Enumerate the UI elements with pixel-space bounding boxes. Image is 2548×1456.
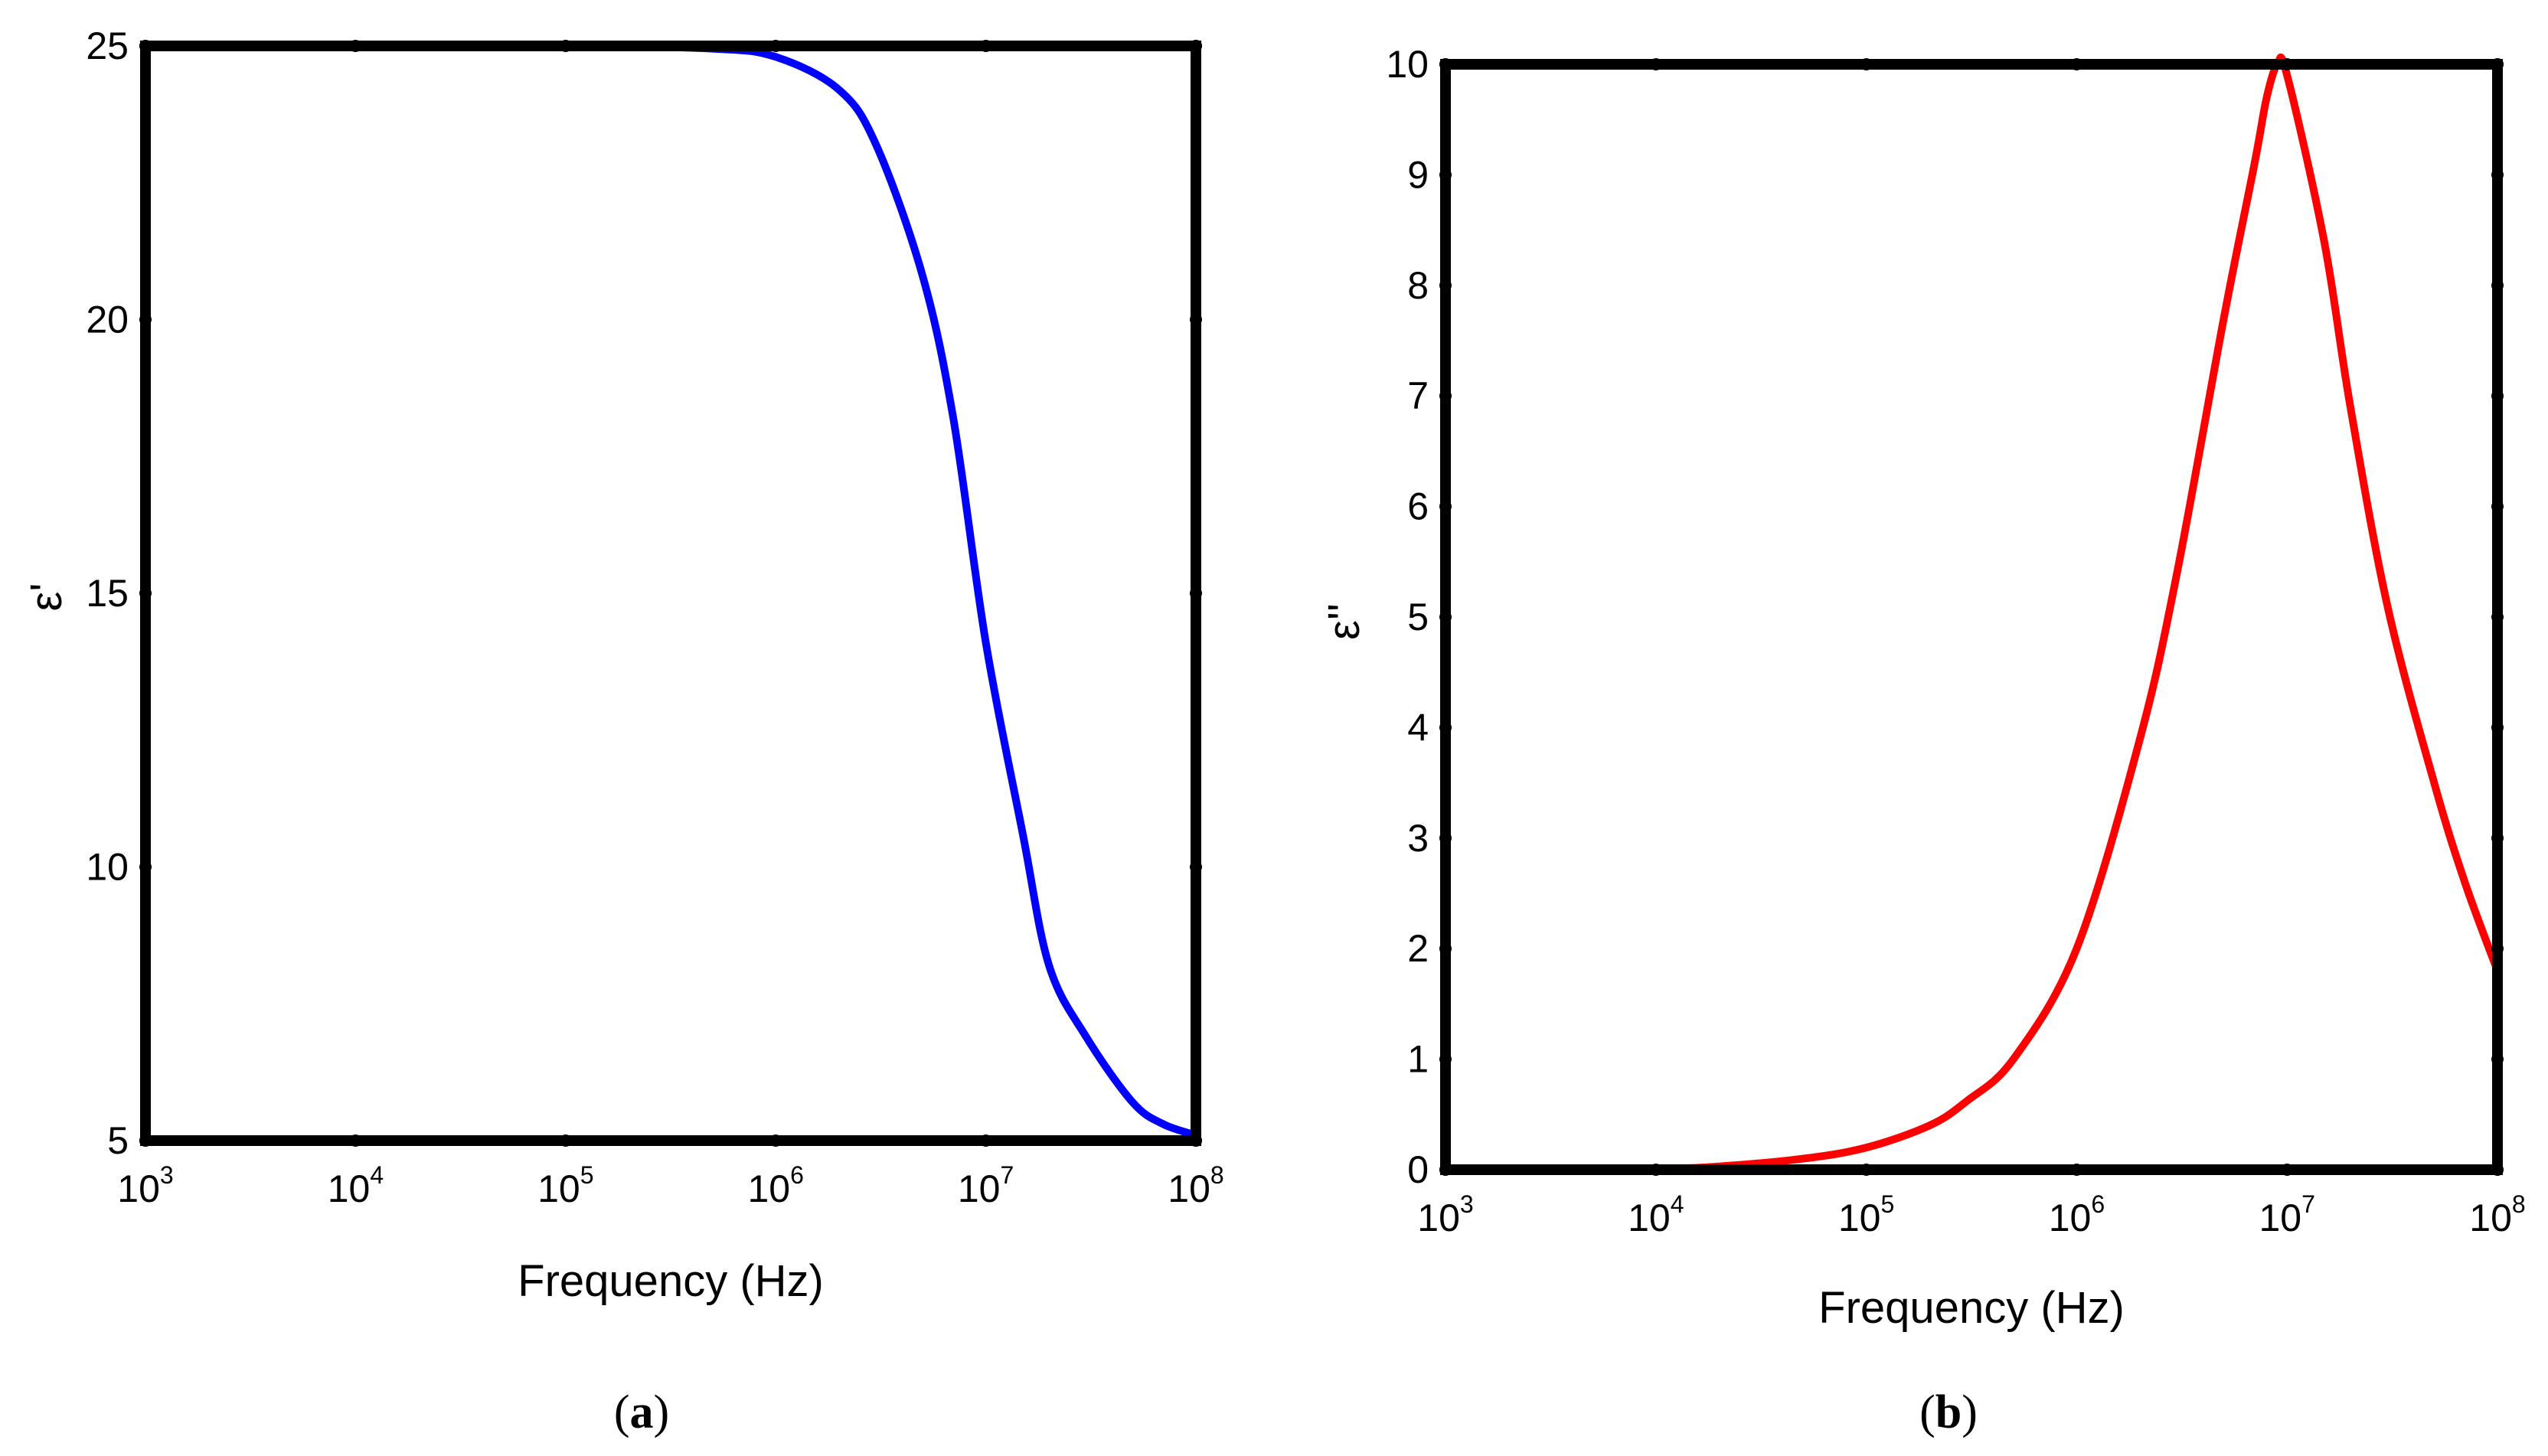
panel-b-y-tick-mark-left-8 [1439,279,1452,292]
panel-b-x-tick-mark-top-2 [1860,58,1873,70]
panel-b-y-tick-label-8: 8 [1407,264,1429,307]
panel-b-y-tick-mark-left-7 [1439,390,1452,403]
panel-b-y-tick-mark-right-6 [2491,500,2504,513]
panel-b-y-tick-mark-left-9 [1439,168,1452,181]
panel-b-series-line-0 [1442,53,2501,1174]
panel-b-y-tick-label-4: 4 [1407,706,1429,749]
panel-a-plot-frame [140,41,1201,1146]
panel-a-x-tick-label-5: 108 [1168,1161,1223,1210]
panel-b-x-tick-mark-top-1 [1649,58,1662,70]
panel-b-x-tick-label-0: 103 [1417,1190,1473,1239]
panel-a-x-axis-label: Frequency (Hz) [518,1256,824,1306]
panel-a-y-tick-mark-left-2 [139,587,152,599]
panel-b-y-tick-label-5: 5 [1407,596,1429,638]
panel-a-chart: 103 104 105 106 107 108 5 10 15 20 25 Frequency (Hz… [21,24,1224,1438]
panel-a-x-tick-mark-top-1 [349,40,362,52]
panel-b-y-tick-mark-left-6 [1439,500,1452,513]
panel-b-y-tick-mark-right-2 [2491,942,2504,955]
panel-b-x-tick-mark-top-4 [2281,58,2294,70]
panel-b-y-tick-mark-right-8 [2491,279,2504,292]
panel-a-y-axis-label: ε' [21,583,71,612]
panel-b-x-tick-mark-bottom-4 [2281,1164,2294,1176]
panel-a-x-tick-mark-bottom-4 [979,1134,992,1147]
panel-a-x-tick-label-1: 104 [328,1161,384,1210]
panel-b-chart: 103 104 105 106 107 108 0 1 2 3 4 5 6 7 8 9 10 Frequency … [1319,43,2526,1438]
panel-b-panel-label: (b) [1919,1386,1978,1438]
panel-a-y-tick-mark-right-4 [1190,40,1202,52]
panel-b-y-tick-label-1: 1 [1407,1038,1429,1081]
panel-b-y-tick-mark-left-0 [1439,1164,1452,1176]
panel-a-x-tick-mark-bottom-1 [349,1134,362,1147]
panel-b-x-tick-mark-bottom-1 [1649,1164,1662,1176]
panel-b-y-tick-mark-left-10 [1439,58,1452,70]
panel-a-x-tick-mark-top-2 [559,40,572,52]
panel-a-y-tick-mark-right-1 [1190,860,1202,873]
panel-b-y-tick-mark-right-3 [2491,831,2504,844]
panel-b-y-tick-label-3: 3 [1407,817,1429,860]
panel-b-x-tick-label-3: 106 [2049,1190,2105,1239]
panel-a-series-line-0 [142,41,1200,1139]
panel-b-x-tick-mark-bottom-2 [1860,1164,1873,1176]
panel-a-y-tick-label-2: 15 [86,572,129,615]
panel-b-x-tick-mark-top-3 [2070,58,2083,70]
panel-b-x-tick-label-2: 105 [1838,1190,1894,1239]
panel-a-x-tick-label-2: 105 [537,1161,593,1210]
panel-b-y-tick-mark-right-7 [2491,390,2504,403]
panel-a-y-tick-mark-left-4 [139,40,152,52]
panel-a-y-tick-label-3: 20 [86,299,129,341]
panel-a-x-tick-mark-top-4 [979,40,992,52]
panel-a-y-tick-mark-right-2 [1190,587,1202,599]
panel-a-x-tick-label-4: 107 [958,1161,1014,1210]
panel-b-y-tick-mark-right-9 [2491,168,2504,181]
panel-b-y-tick-label-7: 7 [1407,374,1429,417]
panel-a-x-tick-mark-top-3 [769,40,782,52]
panel-b-y-tick-mark-left-4 [1439,721,1452,734]
panel-b-y-tick-mark-right-10 [2491,58,2504,70]
panel-a-y-tick-mark-left-3 [139,313,152,326]
panel-b-y-tick-mark-left-2 [1439,942,1452,955]
panel-a-x-tick-label-0: 103 [117,1161,173,1210]
panel-a-y-tick-label-4: 25 [86,24,129,67]
panel-b-y-tick-mark-right-1 [2491,1053,2504,1066]
panel-b-y-tick-mark-left-5 [1439,611,1452,623]
panel-a-panel-label: (a) [614,1386,669,1438]
panel-b-x-tick-label-5: 108 [2469,1190,2525,1239]
panel-a-y-tick-label-1: 10 [86,846,129,889]
panel-b-y-tick-mark-left-3 [1439,831,1452,844]
panel-a-y-tick-mark-right-0 [1190,1134,1202,1147]
panel-a-y-tick-mark-right-3 [1190,313,1202,326]
panel-b-y-tick-mark-right-4 [2491,721,2504,734]
panel-b-y-tick-label-9: 9 [1407,153,1429,196]
panel-b-y-tick-label-10: 10 [1386,43,1429,86]
panel-b-y-tick-mark-left-1 [1439,1053,1452,1066]
panel-b-x-axis-label: Frequency (Hz) [1818,1283,2125,1333]
panel-b-x-tick-label-1: 104 [1628,1190,1684,1239]
panel-a-x-tick-label-3: 106 [747,1161,803,1210]
panel-a-y-tick-label-0: 5 [107,1119,129,1162]
panel-b-y-tick-label-6: 6 [1407,485,1429,528]
panel-a-y-tick-mark-left-0 [139,1134,152,1147]
panel-a-x-tick-mark-bottom-2 [559,1134,572,1147]
panel-b-x-tick-mark-bottom-3 [2070,1164,2083,1176]
panel-a-x-tick-mark-bottom-3 [769,1134,782,1147]
panel-a-y-tick-mark-left-1 [139,860,152,873]
panel-b-y-tick-label-0: 0 [1407,1148,1429,1191]
panel-b-y-tick-label-2: 2 [1407,927,1429,970]
panel-b-x-tick-label-4: 107 [2259,1190,2314,1239]
panel-b-y-tick-mark-right-0 [2491,1164,2504,1176]
panel-b-y-axis-label: ε'' [1319,603,1369,640]
panel-b-y-tick-mark-right-5 [2491,611,2504,623]
panel-b-plot-frame [1440,59,2503,1175]
